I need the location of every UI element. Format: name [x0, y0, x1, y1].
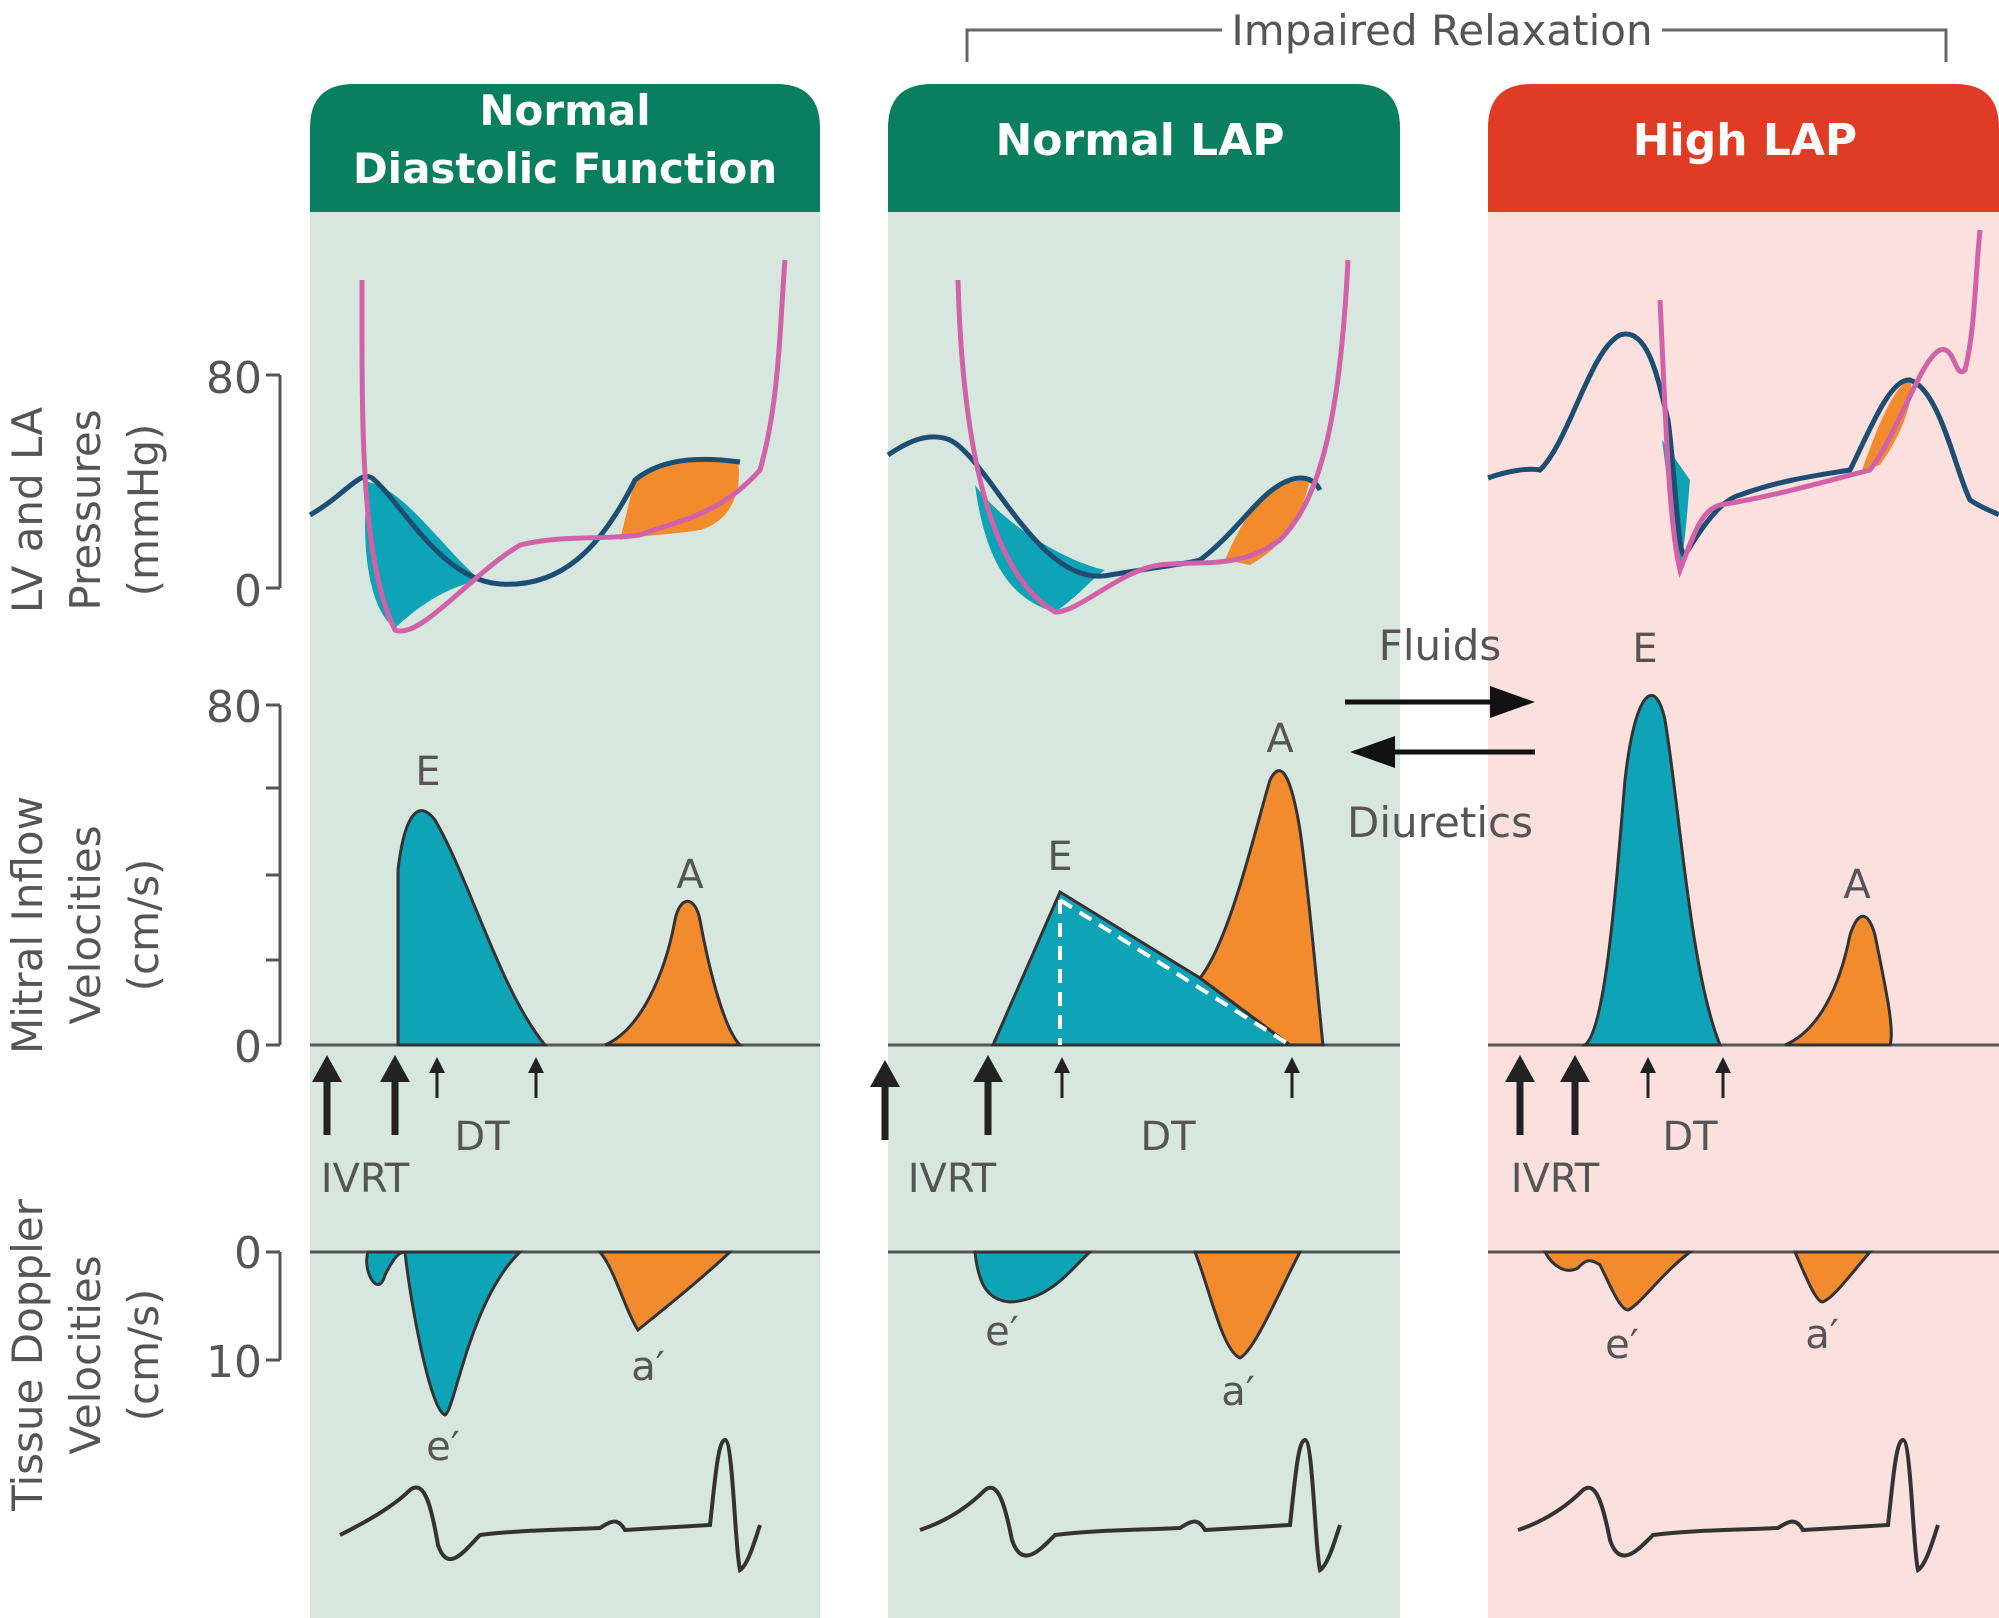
fluids-label: Fluids — [1379, 621, 1502, 670]
high-lap-e-wave-label: E — [1632, 626, 1657, 672]
panel-normal-lap-background — [888, 210, 1400, 1618]
panel-normal-title-line1: Normal — [479, 86, 650, 135]
mitral-axis-label: Mitral Inflow Velocities (cm/s) — [3, 796, 168, 1054]
svg-text:Velocities: Velocities — [61, 1255, 110, 1454]
mitral-tick-0: 0 — [234, 1022, 262, 1073]
normal-lap-a-prime-label: a′ — [1221, 1369, 1255, 1415]
svg-text:Velocities: Velocities — [61, 825, 110, 1024]
panel-high-lap-mitral-inflow: E A DT IVRT — [1488, 626, 1999, 1202]
panel-normal-pressure-curves — [308, 259, 788, 634]
high-lap-ivrt-label: IVRT — [1511, 1156, 1600, 1202]
tissue-axis-label: Tissue Doppler Velocities (cm/s) — [3, 1198, 168, 1511]
panel-normal-ecg — [339, 1437, 762, 1574]
impaired-relaxation-bracket — [965, 28, 1948, 62]
mitral-axis: 80 0 — [206, 682, 282, 1073]
pressure-axis: 80 0 — [206, 353, 282, 617]
panel-high-lap-title: High LAP — [1633, 115, 1857, 166]
panel-normal-lap-ecg — [919, 1437, 1342, 1574]
panel-high-lap-ecg — [1517, 1437, 1940, 1574]
normal-a-prime-label: a′ — [631, 1344, 665, 1390]
panel-high-lap-tissue-doppler: e′ a′ — [1488, 1250, 1999, 1368]
panel-normal-tissue-doppler: e′ a′ — [310, 1250, 820, 1470]
fluids-diuretics-arrows: Fluids Diuretics — [1345, 621, 1535, 847]
panel-normal-mitral-inflow: E A DT IVRT — [310, 749, 820, 1202]
panel-normal-lap-pressure-curves — [886, 259, 1351, 615]
normal-lap-ivrt-label: IVRT — [908, 1156, 997, 1202]
normal-e-prime-label: e′ — [426, 1424, 460, 1470]
svg-text:(mmHg): (mmHg) — [119, 424, 168, 597]
normal-e-wave-label: E — [415, 749, 440, 795]
panel-normal-lap-mitral-inflow: E A DT IVRT — [870, 716, 1400, 1202]
mitral-tick-80: 80 — [206, 682, 262, 733]
panel-high-lap-header — [1488, 84, 1999, 212]
normal-ivrt-label: IVRT — [321, 1156, 410, 1202]
panel-normal-lap-tissue-doppler: e′ a′ — [888, 1250, 1400, 1415]
diuretics-label: Diuretics — [1347, 798, 1533, 847]
panel-normal-lap-header — [888, 84, 1400, 212]
normal-a-wave-label: A — [676, 852, 704, 898]
high-lap-dt-label: DT — [1662, 1114, 1718, 1160]
svg-text:Mitral Inflow: Mitral Inflow — [3, 796, 52, 1054]
panel-normal-background — [310, 210, 820, 1618]
svg-text:Pressures: Pressures — [61, 409, 110, 610]
svg-text:Tissue Doppler: Tissue Doppler — [3, 1198, 52, 1511]
high-lap-e-prime-label: e′ — [1605, 1322, 1639, 1368]
high-lap-a-wave-label: A — [1843, 862, 1871, 908]
impaired-relaxation-label: Impaired Relaxation — [1231, 6, 1652, 55]
svg-text:(cm/s): (cm/s) — [119, 859, 168, 992]
tissue-tick-10: 10 — [206, 1337, 262, 1388]
panel-high-lap-pressure-curves — [1487, 229, 1999, 579]
pressure-tick-80: 80 — [206, 353, 262, 404]
panel-normal-header — [310, 84, 820, 212]
normal-lap-e-prime-label: e′ — [985, 1309, 1019, 1355]
normal-lap-e-wave-label: E — [1047, 834, 1072, 880]
normal-dt-label: DT — [454, 1114, 510, 1160]
pressure-tick-0: 0 — [234, 566, 262, 617]
panel-normal-lap-title: Normal LAP — [995, 115, 1284, 166]
high-lap-a-prime-label: a′ — [1805, 1312, 1839, 1358]
normal-lap-dt-label: DT — [1140, 1114, 1196, 1160]
svg-text:(cm/s): (cm/s) — [119, 1289, 168, 1422]
normal-lap-a-wave-label: A — [1266, 716, 1294, 762]
tissue-axis: 0 10 — [206, 1228, 282, 1388]
pressure-axis-label: LV and LA Pressures (mmHg) — [3, 407, 168, 614]
panel-high-lap-background — [1488, 210, 1999, 1618]
svg-text:LV and LA: LV and LA — [3, 407, 52, 614]
tissue-tick-0: 0 — [234, 1228, 262, 1279]
panel-normal-title-line2: Diastolic Function — [353, 144, 777, 193]
